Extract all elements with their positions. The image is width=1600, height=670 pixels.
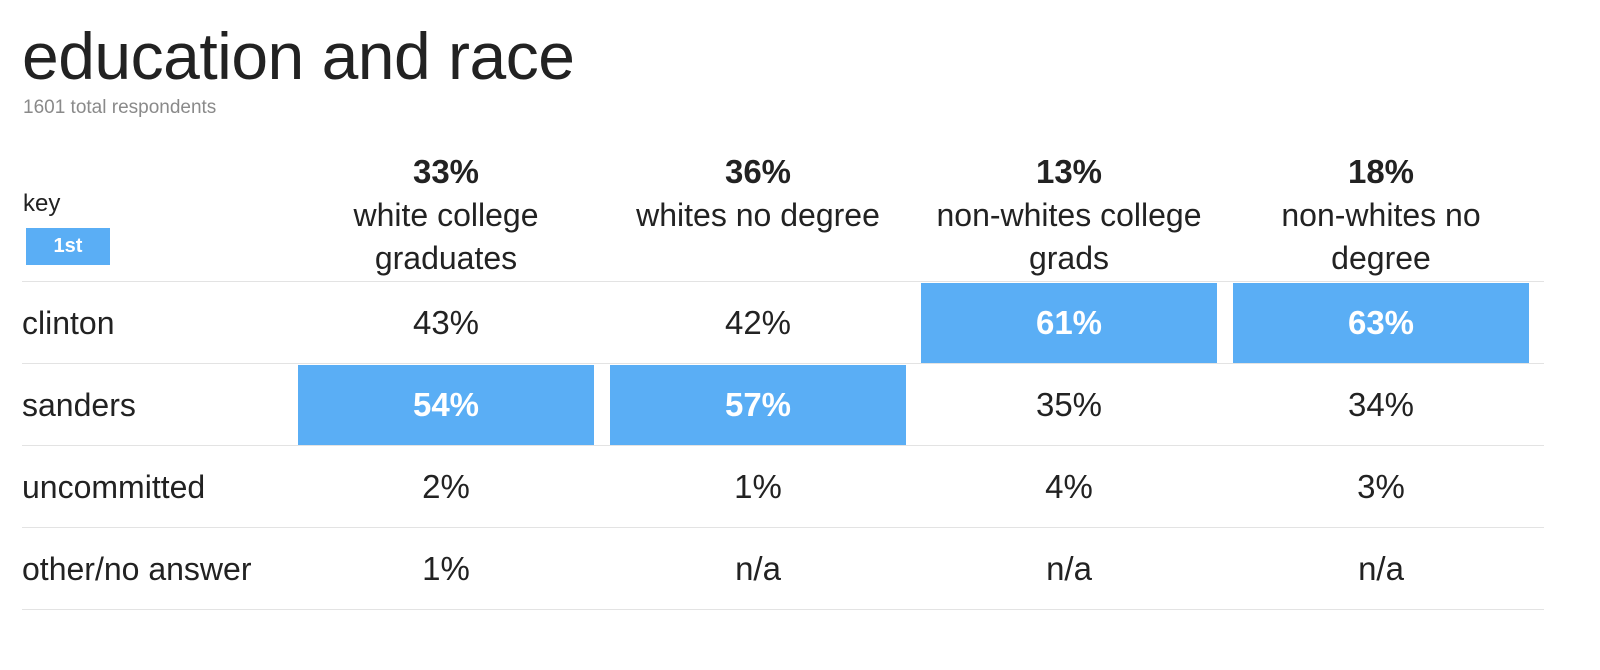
cell-value-first: 63% (1233, 283, 1529, 363)
cell-value: n/a (1046, 550, 1092, 587)
key-label: key (23, 190, 61, 217)
cell-value: 42% (724, 304, 792, 341)
cell-value-first: 54% (298, 365, 594, 445)
cell-value: 43% (412, 304, 480, 341)
cell-value: 2% (422, 468, 470, 505)
cell-value: 34% (1347, 386, 1415, 423)
cell-value: 1% (734, 468, 782, 505)
row-divider (22, 527, 1544, 528)
row-label: sanders (22, 387, 136, 423)
column-header: 36% whites no degree (610, 150, 906, 237)
page-title: education and race (22, 19, 575, 93)
cell-value: 35% (1035, 386, 1103, 423)
column-share: 33% (412, 153, 480, 190)
cell-value: 4% (1045, 468, 1093, 505)
row-divider (22, 445, 1544, 446)
column-share: 18% (1347, 153, 1415, 190)
cell-value: n/a (735, 550, 781, 587)
row-divider (22, 281, 1544, 282)
row-label: uncommitted (22, 469, 206, 505)
cell-value: 3% (1357, 468, 1405, 505)
column-header: 33% white college graduates (298, 150, 594, 280)
row-label: clinton (22, 305, 115, 341)
column-name: whites no degree (636, 197, 880, 233)
column-share: 13% (1035, 153, 1103, 190)
row-divider (22, 609, 1544, 610)
cell-value-first: 57% (610, 365, 906, 445)
column-name: white college graduates (353, 197, 539, 276)
key-first-swatch: 1st (26, 228, 110, 265)
cell-value: n/a (1358, 550, 1404, 587)
cell-value: 1% (422, 550, 470, 587)
row-divider (22, 363, 1544, 364)
cell-value-first: 61% (921, 283, 1217, 363)
column-name: non-whites college grads (936, 197, 1202, 276)
column-share: 36% (724, 153, 792, 190)
column-header: 13% non-whites college grads (921, 150, 1217, 280)
respondent-count: 1601 total respondents (23, 97, 217, 118)
row-label: other/no answer (22, 551, 252, 587)
column-header: 18% non-whites no degree (1233, 150, 1529, 280)
column-name: non-whites no degree (1281, 197, 1481, 276)
